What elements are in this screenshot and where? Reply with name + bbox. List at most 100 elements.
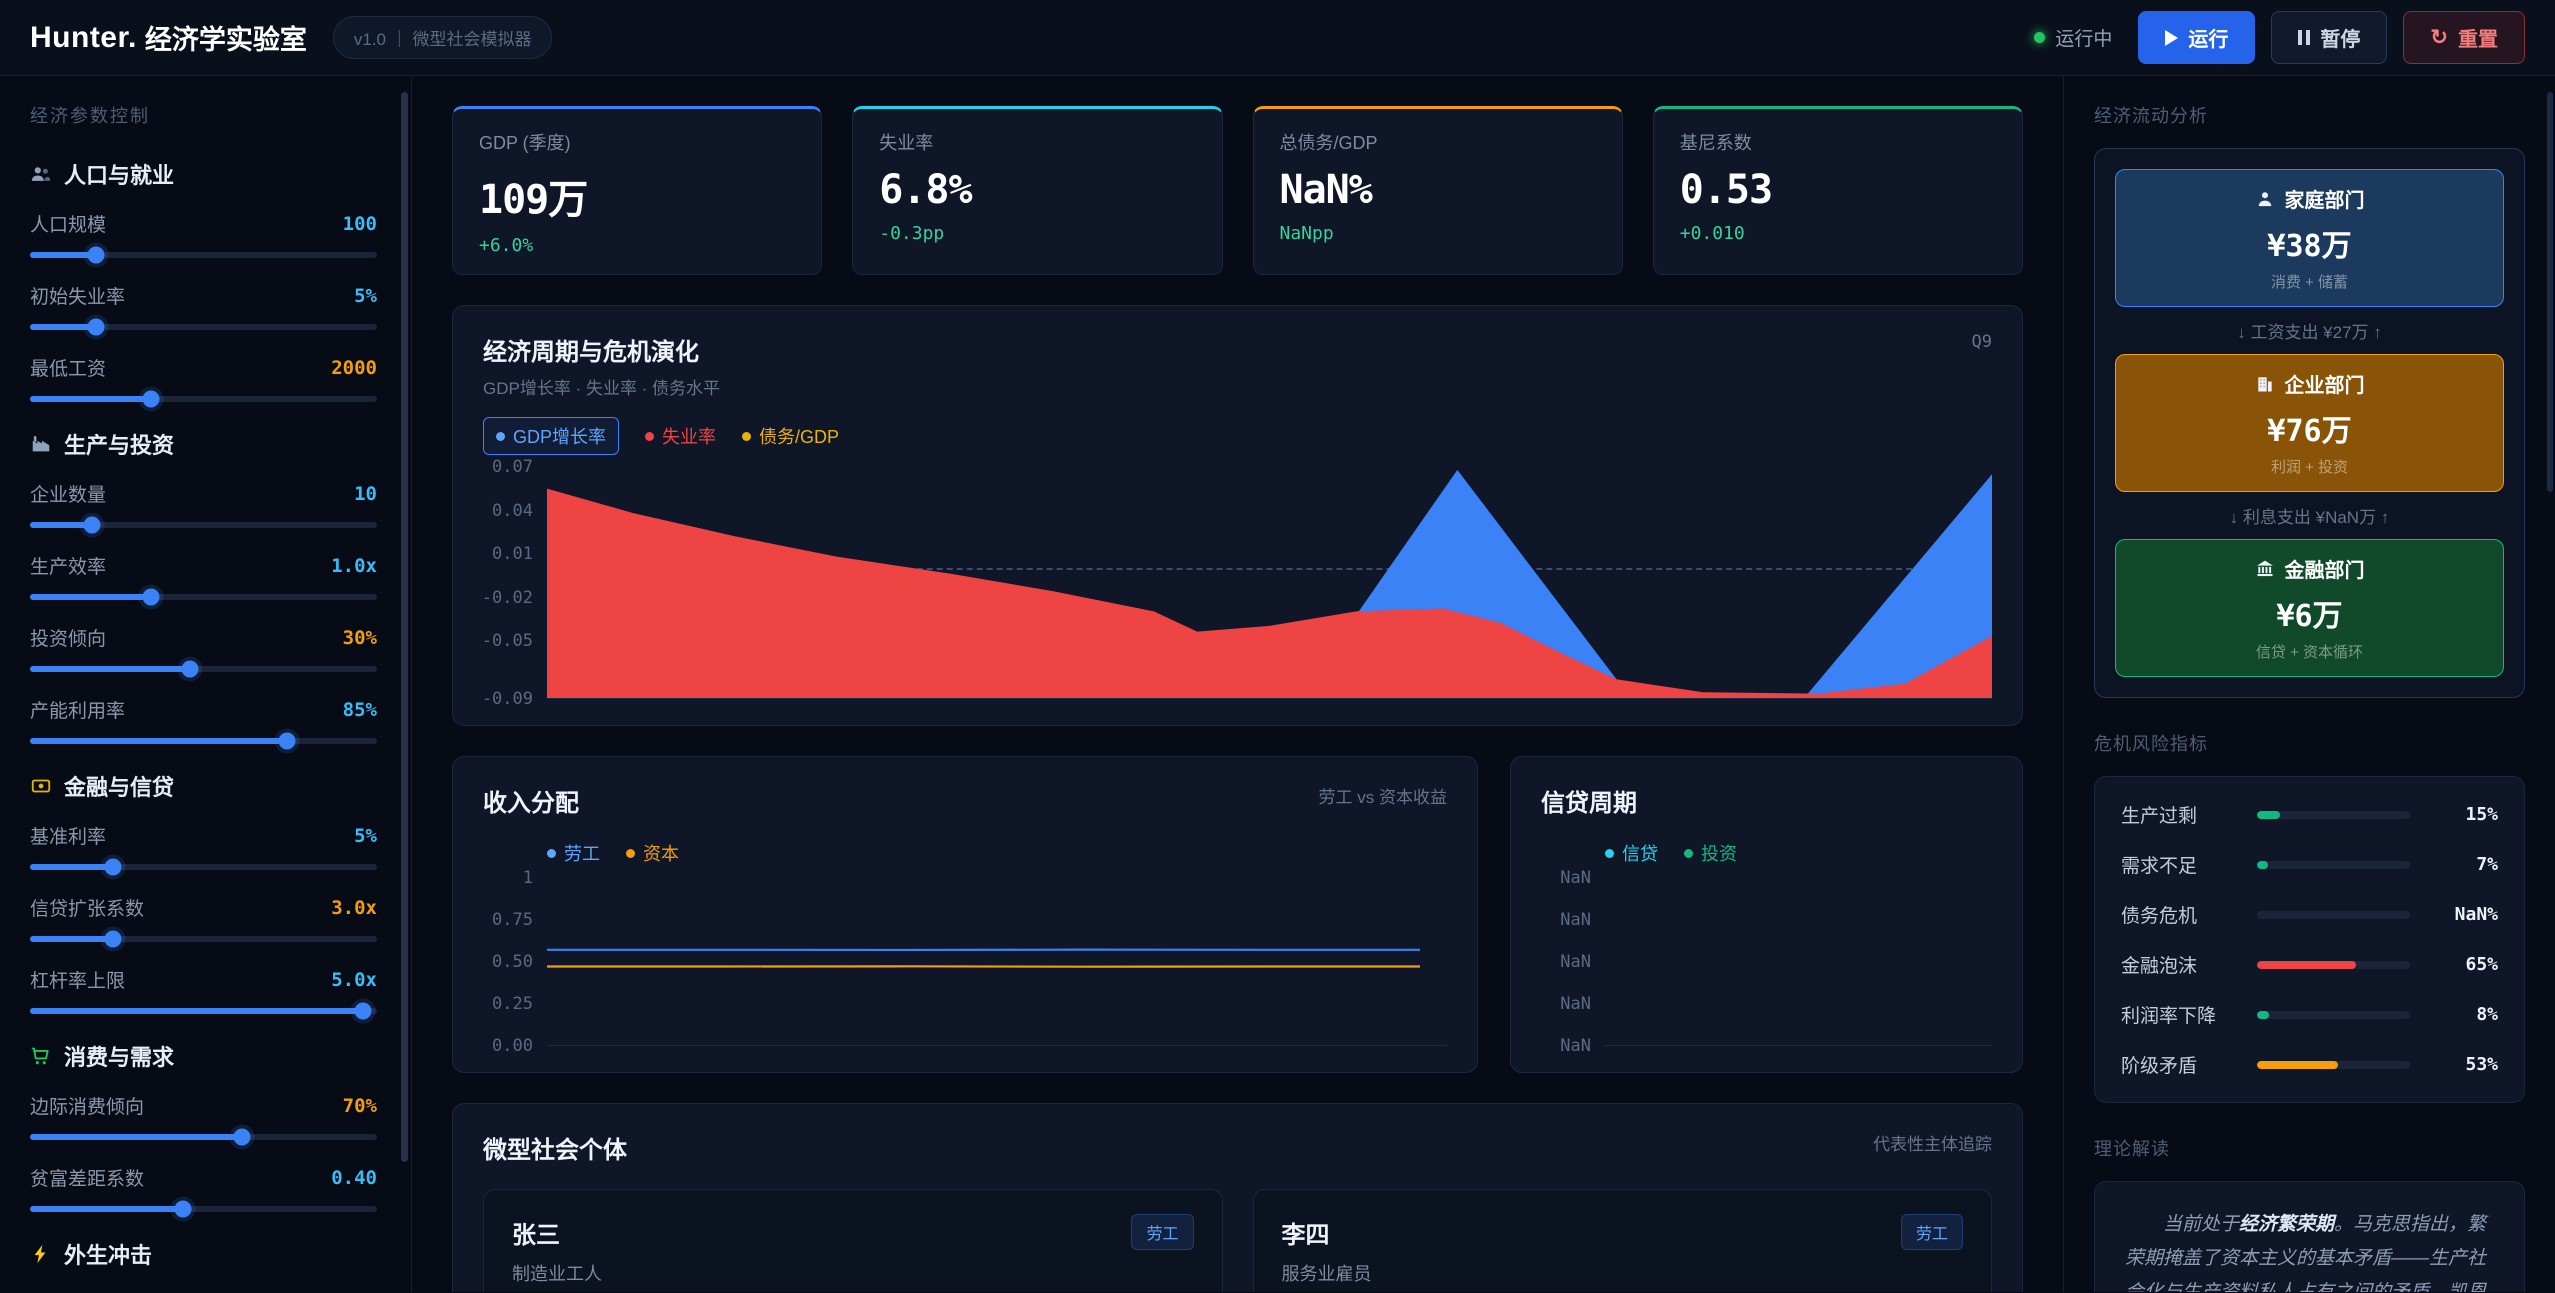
legend-dot <box>626 848 635 858</box>
sidebar-scrollbar[interactable] <box>401 92 408 1163</box>
bolt-icon <box>30 1243 52 1265</box>
slider-handle[interactable] <box>354 1002 372 1020</box>
risk-bar <box>2257 860 2410 869</box>
zero-gridline <box>547 568 1992 571</box>
legend-label: 失业率 <box>662 427 717 447</box>
legend-item[interactable]: GDP增长率 <box>483 417 620 455</box>
y-tick-label: NaN <box>1560 1036 1591 1056</box>
theory-section-title: 理论解读 <box>2094 1139 2170 1159</box>
legend-item[interactable]: 资本 <box>626 840 679 866</box>
param-section: 消费与需求 边际消费倾向 70% 贫富差距系数 0.40 <box>30 1040 377 1218</box>
theory-card: 当前处于经济繁荣期。马克思指出，繁荣期掩盖了资本主义的基本矛盾——生产社会化与生… <box>2094 1181 2525 1292</box>
slider-handle[interactable] <box>174 1200 192 1218</box>
y-axis: 0.07 0.04 0.01 -0.02 -0.05 -0.09 <box>481 457 547 709</box>
param-label: 信贷扩张系数 <box>30 899 145 920</box>
pause-button[interactable]: 暂停 <box>2271 11 2388 64</box>
slider-handle[interactable] <box>233 1128 251 1146</box>
stat-label: 总债务/GDP <box>1279 133 1378 153</box>
version-badge: v1.0 ｜ 微型社会模拟器 <box>332 16 553 59</box>
param-slider[interactable] <box>30 318 377 336</box>
reset-button[interactable]: ↻ 重置 <box>2403 11 2525 64</box>
slider-handle[interactable] <box>142 390 160 408</box>
param-slider[interactable] <box>30 588 377 606</box>
reset-icon: ↻ <box>2430 26 2448 49</box>
stat-value: 6.8% <box>879 167 972 213</box>
parameter: 最低工资 2000 <box>30 354 377 408</box>
slider-handle[interactable] <box>104 858 122 876</box>
legend-item[interactable]: 债务/GDP <box>742 423 839 449</box>
sector-name: 企业部门 <box>2284 375 2365 397</box>
param-slider[interactable] <box>30 732 377 750</box>
person-card: 李四劳工服务业雇员资产¥31k收入/季¥7.2k债务状态 <box>1252 1189 1992 1292</box>
legend-dot <box>742 431 752 441</box>
slider-handle[interactable] <box>104 930 122 948</box>
slider-handle[interactable] <box>87 318 105 336</box>
param-section: 外生冲击冲击概率5%冲击强度30% <box>30 1238 377 1292</box>
param-value: 30% <box>342 626 377 649</box>
slider-handle[interactable] <box>87 246 105 264</box>
param-value: 5% <box>354 824 377 847</box>
person-role: 服务业雇员 <box>1281 1264 1372 1284</box>
parameter: 信贷扩张系数 3.0x <box>30 894 377 948</box>
person-name: 李四 <box>1281 1221 1330 1249</box>
building-icon <box>2255 374 2275 394</box>
y-tick-label: 0.07 <box>492 457 533 477</box>
individuals-note: 代表性主体追踪 <box>1873 1135 1992 1154</box>
slider-handle[interactable] <box>278 732 296 750</box>
y-tick-label: NaN <box>1560 994 1591 1014</box>
param-slider[interactable] <box>30 858 377 876</box>
section-title: 人口与就业 <box>64 163 175 188</box>
slider-handle[interactable] <box>83 516 101 534</box>
param-label: 冲击概率 <box>30 1290 106 1292</box>
logo: Hunter. <box>30 20 137 54</box>
param-label: 杠杆率上限 <box>30 971 126 992</box>
param-value: 2000 <box>331 356 377 379</box>
risk-bar <box>2257 910 2410 919</box>
parameter: 人口规模 100 <box>30 210 377 264</box>
y-tick-label: 0.50 <box>492 952 533 972</box>
legend-label: 信贷 <box>1622 844 1658 864</box>
brand: Hunter. 经济学实验室 v1.0 ｜ 微型社会模拟器 <box>30 16 553 59</box>
param-slider[interactable] <box>30 1200 377 1218</box>
param-slider[interactable] <box>30 516 377 534</box>
stat-card: 基尼系数 0.53 +0.010 <box>1652 106 2023 275</box>
param-label: 产能利用率 <box>30 701 126 722</box>
param-slider[interactable] <box>30 390 377 408</box>
legend-item[interactable]: 劳工 <box>547 840 600 866</box>
sector-value: ¥38万 <box>2267 229 2352 264</box>
play-icon <box>2165 29 2179 46</box>
stat-delta: +6.0% <box>479 235 534 256</box>
run-button[interactable]: 运行 <box>2138 11 2256 64</box>
risk-row: 生产过剩 15% <box>2121 801 2498 828</box>
legend-item[interactable]: 失业率 <box>645 423 716 449</box>
slider-handle[interactable] <box>181 660 199 678</box>
param-section: 金融与信贷 基准利率 5% 信贷扩张系数 3.0x 杠杆率上限 5.0x <box>30 770 377 1020</box>
legend-item[interactable]: 信贷 <box>1605 840 1658 866</box>
parameter: 杠杆率上限 5.0x <box>30 966 377 1020</box>
param-label: 生产效率 <box>30 557 107 578</box>
risk-label: 需求不足 <box>2121 856 2198 877</box>
risk-value: 15% <box>2465 804 2498 825</box>
income-distribution-card: 收入分配 劳工 vs 资本收益 劳工 资本 1 0.75 0.50 0.25 0.00 <box>452 756 1478 1073</box>
stat-card-row: GDP (季度) 109万 +6.0% 失业率 6.8% -0.3pp 总债务/GDP NaN… <box>452 106 2023 275</box>
param-label: 投资倾向 <box>30 629 107 650</box>
risk-row: 债务危机 NaN% <box>2121 901 2498 928</box>
top-bar: Hunter. 经济学实验室 v1.0 ｜ 微型社会模拟器 运行中 运行 暂停 … <box>0 0 2555 76</box>
param-slider[interactable] <box>30 930 377 948</box>
param-slider[interactable] <box>30 246 377 264</box>
param-slider[interactable] <box>30 1128 377 1146</box>
param-slider[interactable] <box>30 660 377 678</box>
bank-icon <box>2255 559 2275 579</box>
page-scrollbar[interactable] <box>2547 92 2553 492</box>
status-dot <box>2034 32 2046 43</box>
param-slider[interactable] <box>30 1002 377 1020</box>
y-tick-label: -0.02 <box>481 587 533 608</box>
stat-card: GDP (季度) 109万 +6.0% <box>452 106 823 275</box>
theory-paragraph: 当前处于经济繁荣期。马克思指出，繁荣期掩盖了资本主义的基本矛盾——生产社会化与生… <box>2125 1214 2487 1292</box>
slider-handle[interactable] <box>142 588 160 606</box>
legend-item[interactable]: 投资 <box>1684 840 1737 866</box>
sector-card: 企业部门 ¥76万 利润 + 投资 <box>2115 354 2504 492</box>
sector-card: 家庭部门 ¥38万 消费 + 储蓄 <box>2115 169 2504 307</box>
legend-label: 投资 <box>1701 844 1737 864</box>
person-badge: 劳工 <box>1131 1214 1194 1250</box>
